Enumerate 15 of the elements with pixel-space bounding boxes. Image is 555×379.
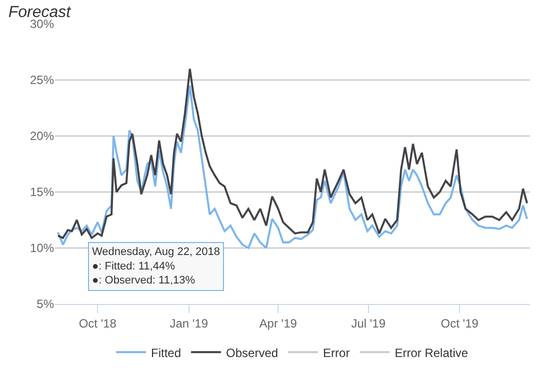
- y-tick-label: 20%: [30, 129, 54, 144]
- y-tick-label: 25%: [30, 73, 54, 88]
- x-tick-label: Oct '19: [440, 316, 479, 330]
- legend-label: Error Relative: [394, 346, 468, 360]
- legend-label: Error: [323, 346, 350, 360]
- x-tick-label: Oct '18: [78, 316, 117, 330]
- annotation: Wednesday, Aug 22, 2018 ●: Fitted: 11,44% ●: Observed: 11,13%: [92, 246, 220, 287]
- y-tick-label: 10%: [30, 241, 54, 256]
- legend-label: Observed: [226, 346, 278, 360]
- x-tick-label: Apr '19: [259, 316, 298, 330]
- x-tick-label: Jan '19: [170, 316, 208, 330]
- y-tick-label: 5%: [36, 297, 54, 312]
- legend-label: Fitted: [151, 346, 182, 360]
- y-tick-label: 15%: [30, 185, 54, 200]
- x-tick-label: Jul '19: [351, 316, 386, 330]
